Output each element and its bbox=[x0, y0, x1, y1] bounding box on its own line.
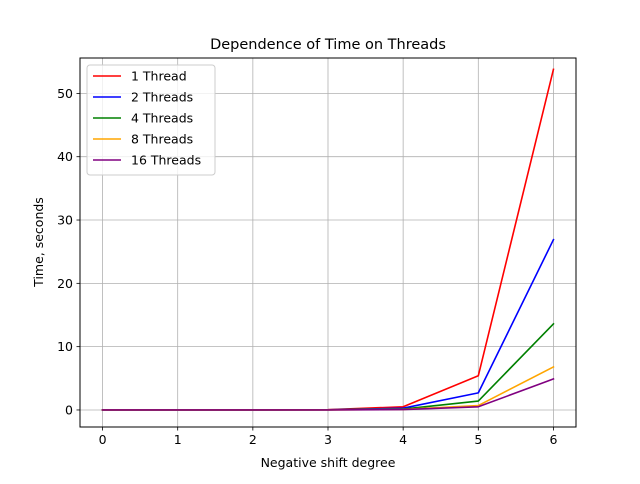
series-layer bbox=[101, 68, 555, 411]
x-axis-label: Negative shift degree bbox=[261, 455, 396, 470]
x-tick-label: 1 bbox=[174, 432, 182, 447]
y-tick-label: 20 bbox=[57, 276, 73, 291]
legend-label: 2 Threads bbox=[131, 90, 193, 105]
legend: 1 Thread 2 Threads 4 Threads 8 Threads 16 Th… bbox=[86, 64, 216, 176]
y-tick-label: 40 bbox=[57, 149, 73, 164]
ticks-layer: 0 1 2 3 4 5 6 0 10 20 30 40 50 bbox=[57, 86, 557, 447]
series-line-16-threads bbox=[101, 377, 555, 411]
legend-label: 4 Threads bbox=[131, 111, 193, 126]
chart-title: Dependence of Time on Threads bbox=[210, 37, 446, 53]
y-tick-label: 30 bbox=[57, 213, 73, 228]
x-tick-label: 6 bbox=[549, 432, 557, 447]
legend-label: 1 Thread bbox=[131, 69, 187, 84]
x-tick-label: 5 bbox=[474, 432, 482, 447]
legend-box bbox=[86, 64, 216, 176]
y-tick-label: 0 bbox=[65, 402, 73, 417]
legend-label: 8 Threads bbox=[131, 132, 193, 147]
x-tick-label: 3 bbox=[324, 432, 332, 447]
x-tick-label: 4 bbox=[399, 432, 407, 447]
y-tick-label: 50 bbox=[57, 86, 73, 101]
x-tick-label: 0 bbox=[99, 432, 107, 447]
y-tick-label: 10 bbox=[57, 339, 73, 354]
x-tick-label: 2 bbox=[249, 432, 257, 447]
legend-label: 16 Threads bbox=[131, 153, 201, 168]
y-axis-label: Time, seconds bbox=[31, 197, 46, 288]
